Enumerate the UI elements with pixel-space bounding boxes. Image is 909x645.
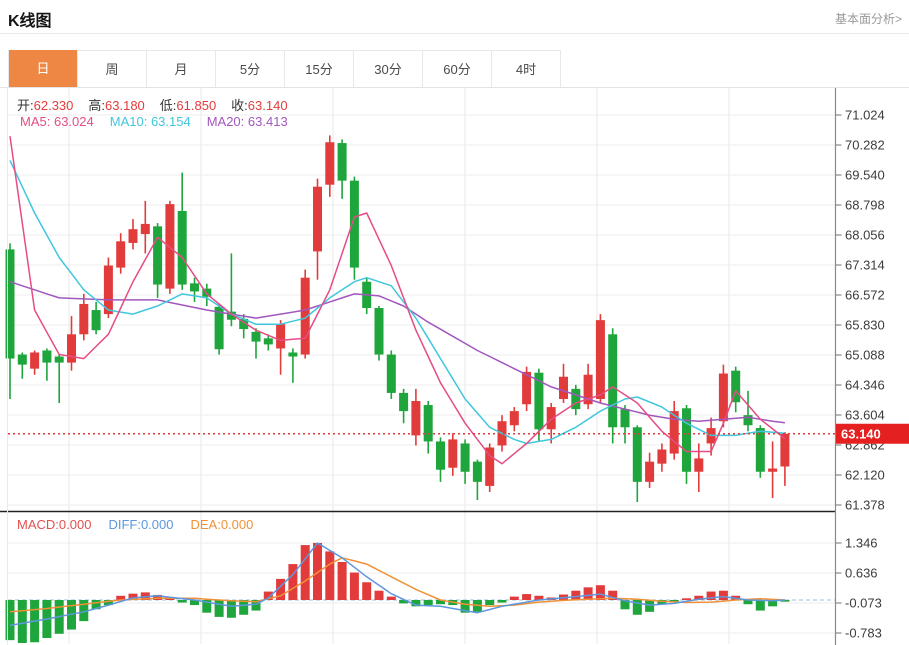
svg-text:-0.783: -0.783: [845, 626, 882, 641]
tab-15分[interactable]: 15分: [285, 50, 354, 87]
tabs-bottom-divider: [0, 87, 909, 88]
tab-4时[interactable]: 4时: [492, 50, 561, 87]
tab-30分[interactable]: 30分: [354, 50, 423, 87]
svg-text:66.572: 66.572: [845, 288, 885, 303]
ohlc-readout: 开:62.330 高:63.180 低:61.850 收:63.140: [17, 95, 288, 114]
ma10-readout: MA10: 63.154: [109, 114, 191, 129]
diff-value-readout: DIFF:0.000: [108, 517, 174, 532]
page-header: K线图 基本面分析>: [0, 0, 909, 34]
svg-text:69.540: 69.540: [845, 168, 885, 183]
ma20-readout: MA20: 63.413: [206, 114, 288, 129]
svg-text:71.024: 71.024: [845, 108, 885, 123]
svg-text:61.378: 61.378: [845, 498, 885, 513]
ma-readout: MA5: 63.024 MA10: 63.154 MA20: 63.413: [20, 114, 288, 129]
timeframe-tabs: 日周月 5分 15分 30分 60分 4时: [8, 50, 561, 87]
svg-text:65.830: 65.830: [845, 318, 885, 333]
tab-日[interactable]: 日: [9, 50, 78, 87]
svg-text:70.282: 70.282: [845, 138, 885, 153]
tab-月[interactable]: 月: [147, 50, 216, 87]
ma5-readout: MA5: 63.024: [20, 114, 94, 129]
tab-5分[interactable]: 5分: [216, 50, 285, 87]
svg-text:65.088: 65.088: [845, 348, 885, 363]
macd-value-readout: MACD:0.000: [17, 517, 92, 532]
svg-text:0.636: 0.636: [845, 566, 878, 581]
svg-text:1.346: 1.346: [845, 536, 878, 551]
macd-readout: MACD:0.000 DIFF:0.000 DEA:0.000: [17, 517, 253, 532]
svg-text:68.798: 68.798: [845, 198, 885, 213]
svg-text:67.314: 67.314: [845, 258, 885, 273]
dea-value-readout: DEA:0.000: [190, 517, 254, 532]
high-readout: 高:63.180: [88, 98, 145, 113]
svg-text:63.604: 63.604: [845, 408, 885, 423]
low-readout: 低:61.850: [159, 98, 217, 113]
svg-text:-0.073: -0.073: [845, 596, 882, 611]
tab-周[interactable]: 周: [78, 50, 147, 87]
svg-text:62.120: 62.120: [845, 468, 885, 483]
tab-60分[interactable]: 60分: [423, 50, 492, 87]
open-readout: 开:62.330: [17, 98, 74, 113]
svg-text:64.346: 64.346: [845, 378, 885, 393]
page-title: K线图: [8, 13, 52, 30]
close-readout: 收:63.140: [231, 98, 288, 113]
fundamental-analysis-link[interactable]: 基本面分析>: [834, 12, 902, 26]
svg-text:63.140: 63.140: [841, 426, 881, 441]
svg-text:68.056: 68.056: [845, 228, 885, 243]
